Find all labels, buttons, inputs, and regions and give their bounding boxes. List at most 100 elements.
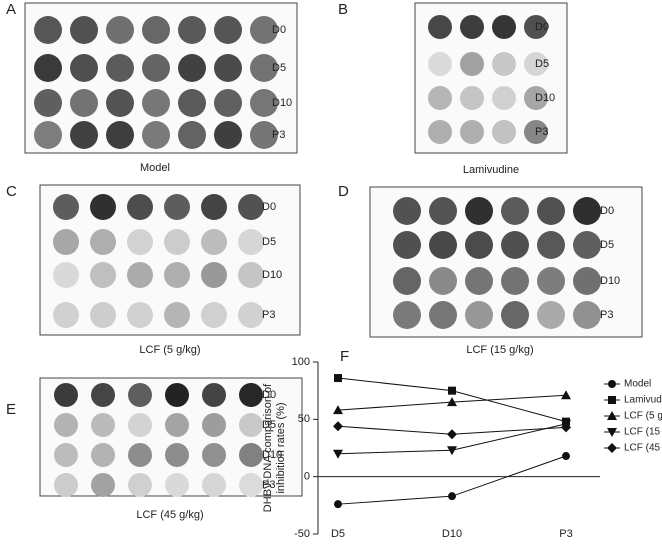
blot-dot <box>106 121 134 149</box>
blot-dot <box>492 52 516 76</box>
blot-dot <box>501 301 529 329</box>
blot-dot <box>164 229 190 255</box>
blot-dot <box>250 16 278 44</box>
x-tick-label: D10 <box>442 528 462 540</box>
marker <box>608 380 616 388</box>
marker <box>333 405 343 415</box>
panel-caption: LCF (5 g/kg) <box>139 344 200 356</box>
blot-dot <box>429 267 457 295</box>
blot-dot <box>501 231 529 259</box>
marker <box>448 386 456 395</box>
row-label: D10 <box>600 275 620 287</box>
blot-dot <box>128 443 152 467</box>
blot-dot <box>165 383 189 407</box>
blot-dot <box>53 262 79 288</box>
marker <box>333 449 343 459</box>
row-label: D5 <box>600 239 614 251</box>
blot-dot <box>178 16 206 44</box>
legend-label: LCF (15 g/kg) <box>624 427 662 438</box>
blot-dot <box>250 121 278 149</box>
blot-dot <box>428 15 452 39</box>
blot-dot <box>573 197 601 225</box>
blot-dot <box>164 262 190 288</box>
blot-dot <box>250 54 278 82</box>
blot-dot <box>142 16 170 44</box>
blot-dot <box>164 302 190 328</box>
blot-dot <box>214 89 242 117</box>
blot-dot <box>34 16 62 44</box>
blot-dot <box>537 301 565 329</box>
blot-dot <box>128 473 152 497</box>
blot-dot <box>106 16 134 44</box>
row-label: D0 <box>535 21 549 33</box>
blot-dot <box>53 302 79 328</box>
y-tick-label: 100 <box>292 356 310 368</box>
blot-dot <box>90 302 116 328</box>
blot-dot <box>165 413 189 437</box>
blot-dot <box>573 231 601 259</box>
marker <box>447 397 457 407</box>
legend-label: Model <box>624 379 651 390</box>
blot-dot <box>201 229 227 255</box>
blot-dot <box>91 383 115 407</box>
panel-letter: A <box>6 1 16 18</box>
blot-dot <box>142 89 170 117</box>
blot-dot <box>239 473 263 497</box>
blot-dot <box>537 231 565 259</box>
blot-dot <box>460 52 484 76</box>
blot-dot <box>90 262 116 288</box>
row-label: D5 <box>262 236 276 248</box>
blot-dot <box>34 121 62 149</box>
blot-dot <box>53 194 79 220</box>
blot-dot <box>214 16 242 44</box>
marker <box>333 421 343 432</box>
marker <box>334 374 342 383</box>
blot-dot <box>90 229 116 255</box>
panel-letter: C <box>6 183 17 200</box>
blot-dot <box>460 15 484 39</box>
blot-dot <box>460 86 484 110</box>
x-tick-label: P3 <box>559 528 572 540</box>
blot-dot <box>53 229 79 255</box>
blot-dot <box>492 86 516 110</box>
row-label: D0 <box>262 201 276 213</box>
blot-dot <box>54 443 78 467</box>
blot-dot <box>238 302 264 328</box>
blot-dot <box>239 383 263 407</box>
legend-label: LCF (5 g/kg) <box>624 411 662 422</box>
blot-dot <box>393 301 421 329</box>
blot-dot <box>465 197 493 225</box>
blot-dot <box>70 54 98 82</box>
blot-dot <box>165 443 189 467</box>
blot-dot <box>428 86 452 110</box>
row-label: P3 <box>600 309 613 321</box>
marker <box>608 396 616 404</box>
blot-dot <box>465 301 493 329</box>
panel-letter: D <box>338 183 349 200</box>
marker <box>448 492 456 501</box>
blot-dot <box>91 413 115 437</box>
blot-dot <box>128 413 152 437</box>
blot-dot <box>54 413 78 437</box>
panel-caption: Model <box>140 162 170 174</box>
marker <box>607 411 617 420</box>
blot-dot <box>202 473 226 497</box>
blot-dot <box>34 89 62 117</box>
marker <box>562 452 570 461</box>
blot-dot <box>465 231 493 259</box>
blot-dot <box>393 231 421 259</box>
blot-dot <box>202 413 226 437</box>
row-label: D0 <box>600 205 614 217</box>
row-label: P3 <box>262 309 275 321</box>
blot-dot <box>214 121 242 149</box>
row-label: D5 <box>535 58 549 70</box>
blot-dot <box>164 194 190 220</box>
blot-dot <box>106 89 134 117</box>
blot-dot <box>429 301 457 329</box>
blot-dot <box>127 229 153 255</box>
blot-dot <box>250 89 278 117</box>
blot-dot <box>70 16 98 44</box>
blot-dot <box>128 383 152 407</box>
blot-dot <box>34 54 62 82</box>
